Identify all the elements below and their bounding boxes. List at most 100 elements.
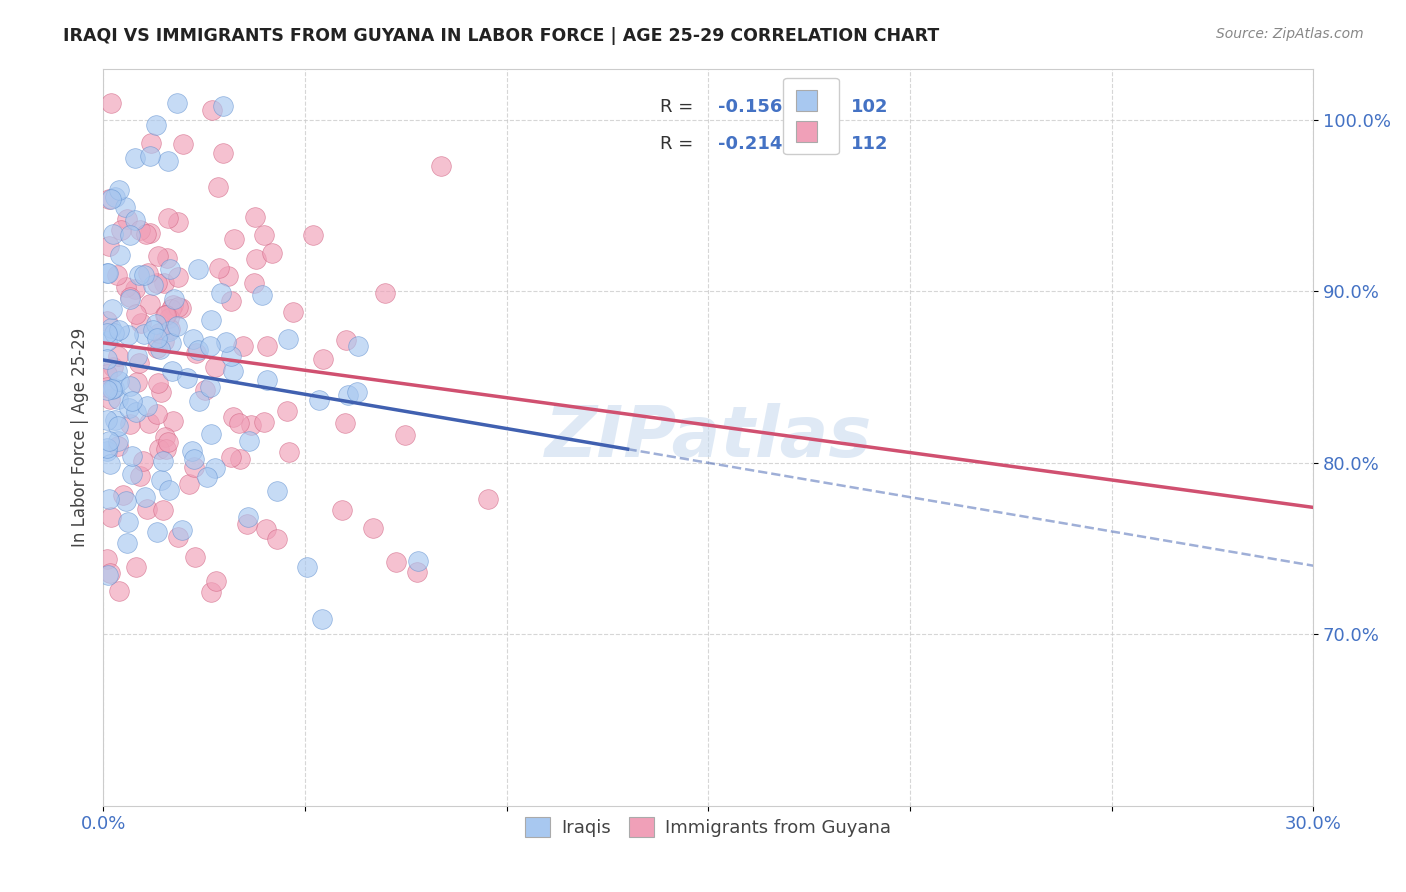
Point: [224, 232, 246, 246]
Point: [108, 584, 131, 599]
Point: [212, 146, 235, 161]
Point: [134, 491, 156, 505]
Point: [155, 308, 177, 322]
Point: [183, 452, 205, 467]
Point: [118, 401, 141, 416]
Point: [153, 276, 176, 290]
Point: [157, 483, 180, 497]
Point: [97, 434, 120, 448]
Point: [157, 325, 180, 339]
Text: Source: ZipAtlas.com: Source: ZipAtlas.com: [1216, 27, 1364, 41]
Point: [166, 319, 188, 334]
Point: [115, 536, 138, 550]
Point: [136, 399, 159, 413]
Point: [239, 418, 262, 433]
Point: [96, 352, 118, 367]
Point: [200, 584, 222, 599]
Point: [243, 210, 266, 224]
Point: [333, 416, 356, 430]
Point: [162, 414, 184, 428]
Point: [124, 282, 146, 296]
Point: [108, 374, 131, 388]
Point: [115, 494, 138, 508]
Point: [105, 363, 128, 377]
Point: [217, 269, 239, 284]
Point: [160, 301, 183, 316]
Point: [346, 384, 368, 399]
Point: [96, 380, 118, 394]
Point: [207, 180, 229, 194]
Y-axis label: In Labor Force | Age 25-29: In Labor Force | Age 25-29: [72, 327, 89, 547]
Point: [212, 99, 235, 113]
Text: ZIPatlas: ZIPatlas: [544, 402, 872, 472]
Point: [181, 443, 204, 458]
Point: [136, 265, 159, 279]
Point: [295, 560, 318, 574]
Point: [100, 95, 122, 110]
Point: [156, 211, 179, 226]
Point: [157, 310, 180, 325]
Point: [250, 288, 273, 302]
Point: [118, 417, 141, 432]
Point: [266, 483, 288, 498]
Point: [129, 223, 152, 237]
Point: [159, 262, 181, 277]
Point: [156, 251, 179, 265]
Point: [142, 277, 165, 292]
Point: [187, 261, 209, 276]
Point: [256, 339, 278, 353]
Point: [142, 323, 165, 337]
Point: [242, 277, 264, 291]
Point: [283, 304, 305, 318]
Point: [127, 349, 149, 363]
Point: [112, 488, 135, 502]
Point: [121, 467, 143, 481]
Point: [103, 326, 125, 340]
Point: [100, 193, 122, 207]
Point: [105, 268, 128, 282]
Point: [107, 349, 129, 363]
Point: [139, 297, 162, 311]
Point: [107, 392, 129, 406]
Point: [166, 530, 188, 544]
Point: [406, 553, 429, 567]
Point: [96, 412, 118, 426]
Point: [125, 308, 148, 322]
Point: [302, 227, 325, 242]
Point: [184, 345, 207, 359]
Point: [162, 298, 184, 312]
Point: [335, 333, 357, 347]
Point: [170, 523, 193, 537]
Point: [121, 393, 143, 408]
Point: [166, 95, 188, 110]
Point: [146, 331, 169, 345]
Point: [125, 405, 148, 419]
Point: [101, 360, 124, 375]
Point: [172, 136, 194, 151]
Point: [157, 434, 180, 449]
Point: [219, 450, 242, 464]
Text: N =: N =: [803, 98, 842, 116]
Point: [146, 276, 169, 290]
Point: [117, 515, 139, 529]
Point: [204, 360, 226, 375]
Point: [159, 322, 181, 336]
Point: [96, 265, 118, 279]
Point: [129, 316, 152, 330]
Point: [150, 384, 173, 399]
Point: [100, 320, 122, 334]
Point: [125, 560, 148, 574]
Point: [96, 326, 118, 340]
Point: [219, 293, 242, 308]
Point: [138, 416, 160, 430]
Point: [107, 418, 129, 433]
Point: [219, 350, 242, 364]
Point: [236, 510, 259, 524]
Point: [477, 491, 499, 506]
Point: [146, 407, 169, 421]
Point: [157, 153, 180, 168]
Point: [215, 335, 238, 350]
Point: [384, 555, 406, 569]
Point: [148, 376, 170, 391]
Point: [200, 427, 222, 442]
